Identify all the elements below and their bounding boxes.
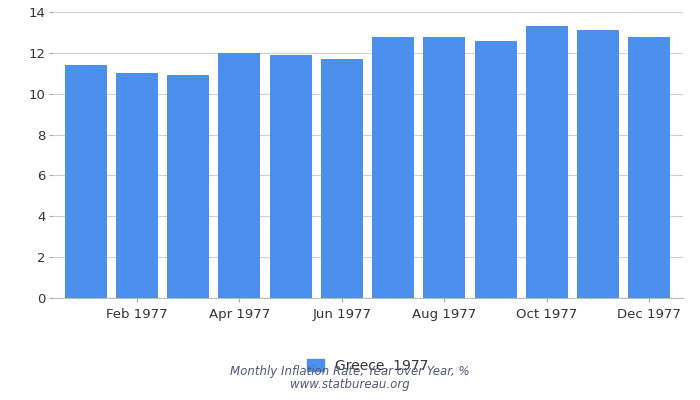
Bar xyxy=(270,55,312,298)
Bar xyxy=(577,30,619,298)
Text: Monthly Inflation Rate, Year over Year, %: Monthly Inflation Rate, Year over Year, … xyxy=(230,365,470,378)
Bar xyxy=(65,65,107,298)
Legend: Greece, 1977: Greece, 1977 xyxy=(307,358,428,372)
Bar xyxy=(116,73,158,298)
Bar xyxy=(475,41,517,298)
Bar xyxy=(167,75,209,298)
Bar xyxy=(628,36,670,298)
Text: www.statbureau.org: www.statbureau.org xyxy=(290,378,410,391)
Bar xyxy=(372,36,414,298)
Bar xyxy=(526,26,568,298)
Bar xyxy=(424,36,466,298)
Bar xyxy=(321,59,363,298)
Bar xyxy=(218,53,260,298)
